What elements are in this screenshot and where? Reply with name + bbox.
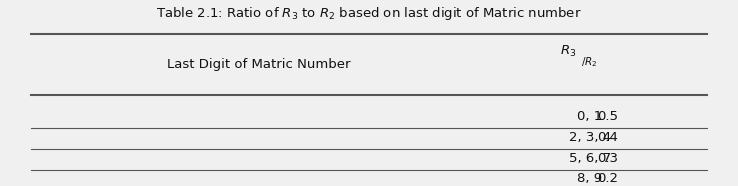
Text: 0, 1: 0, 1	[577, 110, 602, 124]
Text: 0.4: 0.4	[598, 131, 618, 144]
Text: /$R_2$: /$R_2$	[581, 56, 597, 70]
Text: 0.2: 0.2	[598, 172, 618, 185]
Text: 0.3: 0.3	[598, 152, 618, 165]
Text: $R_3$: $R_3$	[560, 44, 576, 59]
Text: Table 2.1: Ratio of $R_3$ to $R_2$ based on last digit of Matric number: Table 2.1: Ratio of $R_3$ to $R_2$ based…	[156, 5, 582, 22]
Text: Last Digit of Matric Number: Last Digit of Matric Number	[167, 58, 351, 71]
Text: 8, 9: 8, 9	[577, 172, 602, 185]
Text: 0.5: 0.5	[598, 110, 618, 124]
Text: 5, 6, 7: 5, 6, 7	[568, 152, 610, 165]
Text: 2, 3, 4: 2, 3, 4	[568, 131, 610, 144]
